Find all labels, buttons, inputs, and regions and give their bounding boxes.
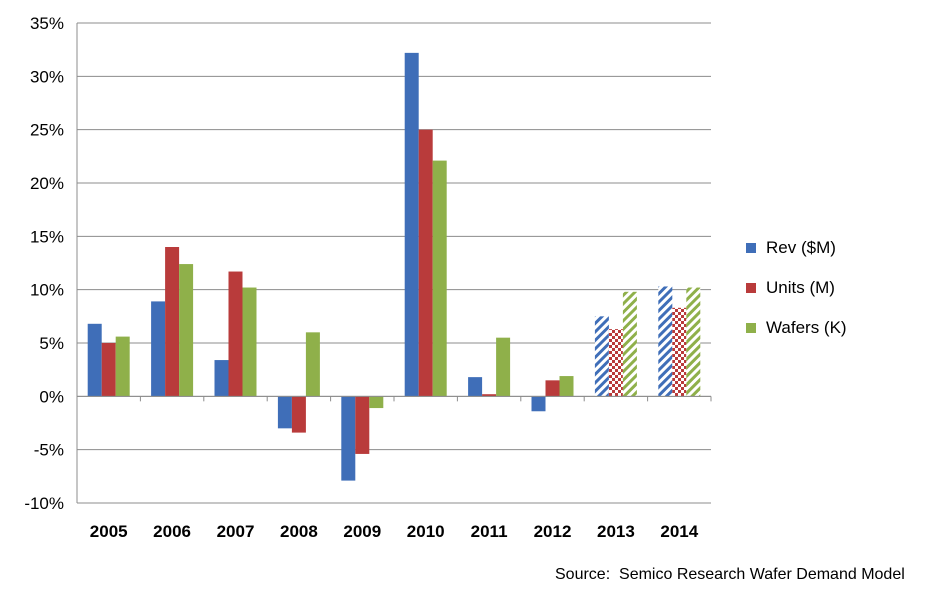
bar-rev-2011: [468, 377, 483, 397]
x-tick-label: 2014: [660, 522, 698, 541]
legend-item-units: Units (M): [746, 268, 847, 308]
y-tick-label: -5%: [34, 441, 64, 460]
y-tick-label: 35%: [30, 14, 64, 33]
bar-units-2010: [418, 129, 433, 397]
bar-wafers-2007: [242, 287, 257, 397]
x-tick-label: 2012: [534, 522, 572, 541]
y-tick-label: 5%: [39, 334, 64, 353]
bar-rev-2013: [594, 316, 609, 397]
y-tick-label: 15%: [30, 227, 64, 246]
bar-rev-2006: [151, 301, 166, 397]
y-axis-tick-labels: 35% 30% 25% 20% 15% 10% 5% 0% -5% -10%: [24, 14, 64, 513]
bar-rev-2012: [531, 396, 546, 412]
y-tick-label: 30%: [30, 67, 64, 86]
bar-units-2007: [228, 271, 243, 397]
x-tick-label: 2009: [343, 522, 381, 541]
bar-wafers-2008: [305, 332, 320, 397]
legend-item-wafers: Wafers (K): [746, 308, 847, 348]
bar-units-2014: [672, 307, 687, 397]
bar-rev-2005: [87, 323, 102, 397]
bar-rev-2007: [214, 360, 229, 397]
x-tick-label: 2013: [597, 522, 635, 541]
y-tick-label: -10%: [24, 494, 64, 513]
y-tick-label: 20%: [30, 174, 64, 193]
legend-swatch-units: [746, 283, 756, 293]
x-axis-tick-labels: 2005 2006 2007 2008 2009 2010 2011 2012 2013 2014: [90, 522, 699, 541]
bar-rev-2008: [277, 396, 292, 429]
x-tick-label: 2010: [407, 522, 445, 541]
y-tick-label: 10%: [30, 281, 64, 300]
y-tick-label: 0%: [39, 387, 64, 406]
bar-wafers-2010: [432, 160, 447, 397]
bars: [87, 52, 701, 481]
bar-units-2012: [545, 380, 560, 397]
bar-wafers-2005: [115, 336, 130, 397]
bar-units-2008: [291, 396, 306, 433]
bar-wafers-2012: [559, 376, 574, 397]
bar-units-2013: [608, 329, 623, 397]
bar-units-2006: [165, 247, 180, 397]
x-tick-label: 2011: [471, 522, 508, 541]
bar-wafers-2011: [496, 337, 511, 397]
bar-rev-2014: [658, 286, 673, 397]
legend-item-rev: Rev ($M): [746, 228, 847, 268]
bar-rev-2009: [341, 396, 356, 481]
bar-wafers-2009: [369, 396, 384, 409]
bar-wafers-2006: [179, 264, 194, 397]
x-tick-label: 2006: [153, 522, 191, 541]
legend: Rev ($M) Units (M) Wafers (K): [746, 228, 847, 348]
bar-units-2005: [101, 343, 116, 397]
y-tick-label: 25%: [30, 121, 64, 140]
x-axis: [76, 395, 712, 402]
legend-label-units: Units (M): [766, 278, 835, 297]
legend-label-rev: Rev ($M): [766, 238, 836, 257]
legend-swatch-wafers: [746, 323, 756, 333]
x-tick-label: 2008: [280, 522, 318, 541]
legend-label-wafers: Wafers (K): [766, 318, 847, 337]
bar-wafers-2013: [622, 291, 637, 397]
x-tick-label: 2005: [90, 522, 128, 541]
x-tick-label: 2007: [217, 522, 255, 541]
source-note: Source: Semico Research Wafer Demand Mod…: [555, 566, 905, 583]
bar-units-2011: [482, 394, 497, 397]
bar-wafers-2014: [686, 287, 701, 397]
bar-rev-2010: [404, 52, 419, 397]
legend-swatch-rev: [746, 243, 756, 253]
bar-units-2009: [355, 396, 370, 454]
